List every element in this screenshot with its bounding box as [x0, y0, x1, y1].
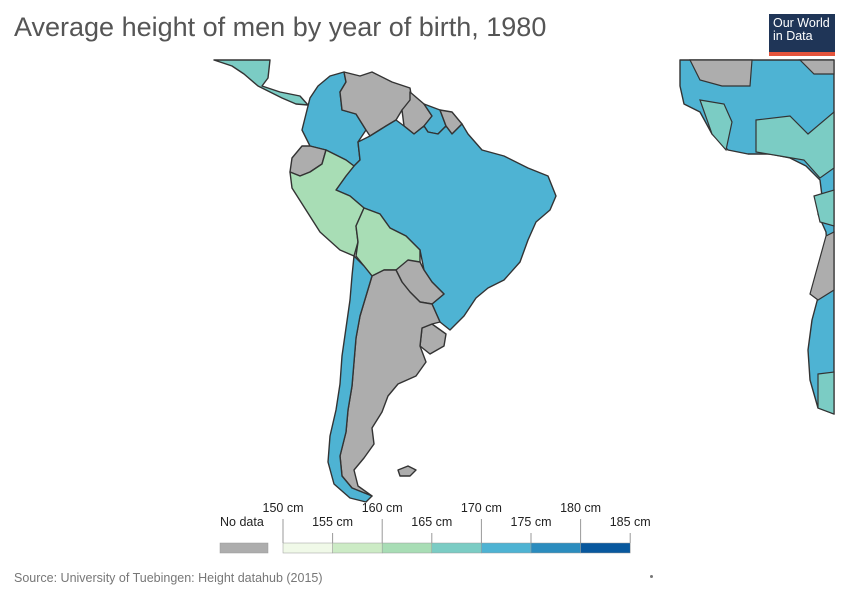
africa-south-green: [817, 371, 835, 415]
legend-tick-label: 165 cm: [411, 515, 453, 529]
owid-logo[interactable]: Our World in Data: [769, 14, 835, 56]
africa-west-green: [699, 99, 733, 152]
africa-detail: [689, 59, 835, 415]
legend-tick-label: 155 cm: [312, 515, 354, 529]
region-peru[interactable]: [289, 149, 365, 257]
africa-south-nodata: [809, 231, 835, 301]
africa-mid-green: [813, 189, 835, 227]
africa-northeast-nodata: [798, 59, 835, 75]
legend-tick-label: 170 cm: [460, 501, 502, 515]
legend-tick-label: 180 cm: [560, 501, 602, 515]
legend-tick-label: 160 cm: [361, 501, 403, 515]
footer-dot: [650, 575, 653, 578]
region-central-america[interactable]: [213, 59, 309, 106]
logo-accent-bar: [769, 52, 835, 56]
logo-line-1: Our World: [773, 16, 830, 30]
logo-line-2: in Data: [773, 29, 813, 43]
legend-tick-label: 150 cm: [262, 501, 304, 515]
chart-title: Average height of men by year of birth, …: [14, 12, 547, 42]
region-uruguay[interactable]: [419, 323, 447, 355]
legend-no-data-label: No data: [220, 515, 264, 529]
region-falkland-islands[interactable]: [397, 465, 417, 477]
legend-tick-label: 175 cm: [510, 515, 552, 529]
africa-north-nodata: [689, 59, 753, 87]
source-note: Source: University of Tuebingen: Height …: [14, 571, 323, 585]
legend-tick-label: 185 cm: [609, 515, 651, 529]
region-chile[interactable]: [327, 255, 373, 503]
region-africa[interactable]: [679, 59, 835, 415]
africa-coast-green: [755, 110, 835, 179]
